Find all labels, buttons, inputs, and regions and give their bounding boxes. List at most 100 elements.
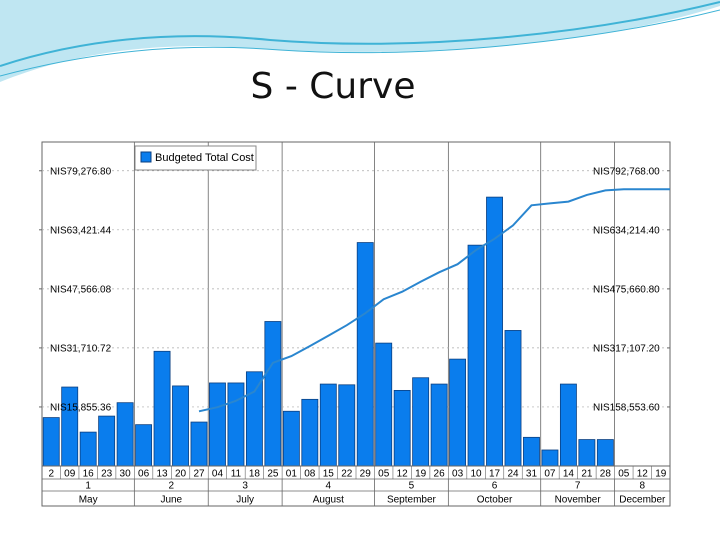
week-tick-label: 23 [101, 469, 113, 480]
week-tick-label: 31 [526, 469, 538, 480]
week-tick-label: 20 [175, 469, 187, 480]
period-label: 4 [326, 481, 332, 492]
week-tick-label: 29 [360, 469, 372, 480]
week-tick-label: 22 [341, 469, 353, 480]
bar [578, 439, 596, 467]
week-tick-label: 30 [120, 469, 132, 480]
bar [42, 417, 60, 467]
period-label: 6 [492, 481, 498, 492]
y-right-tick-label: NIS792,768.00 [593, 166, 660, 177]
week-tick-label: 09 [64, 469, 76, 480]
wave-line [0, 9, 720, 77]
bar [98, 415, 116, 467]
week-tick-label: 07 [544, 469, 556, 480]
bar [319, 383, 337, 467]
week-tick-label: 27 [193, 469, 205, 480]
week-tick-label: 21 [581, 469, 593, 480]
bar [79, 431, 97, 467]
week-tick-label: 24 [507, 469, 519, 480]
wave-light [0, 0, 720, 82]
period-label: 2 [169, 481, 175, 492]
month-label: October [477, 495, 513, 506]
bar [61, 386, 79, 467]
week-tick-label: 05 [618, 469, 630, 480]
week-tick-label: 04 [212, 469, 224, 480]
week-tick-label: 16 [83, 469, 95, 480]
y-right-tick-label: NIS158,553.60 [593, 402, 660, 413]
month-label: May [79, 495, 98, 506]
bar [245, 371, 263, 467]
bar [338, 384, 356, 467]
bar [541, 449, 559, 467]
legend-swatch [140, 151, 152, 163]
bar [356, 242, 374, 467]
week-tick-label: 18 [249, 469, 261, 480]
week-tick-label: 12 [397, 469, 409, 480]
month-label: June [160, 495, 182, 506]
bar [116, 402, 134, 467]
bar [559, 383, 577, 467]
y-left-tick-label: NIS63,421.44 [50, 225, 112, 236]
week-tick-label: 05 [378, 469, 390, 480]
bar [282, 410, 300, 467]
week-tick-label: 2 [48, 469, 54, 480]
bar [227, 382, 245, 467]
bar [375, 342, 393, 467]
cumulative-line-path [198, 188, 670, 413]
bar [596, 439, 614, 467]
y-right-tick-label: NIS475,660.80 [593, 284, 660, 295]
bar [523, 436, 540, 467]
bar [430, 383, 448, 467]
y-left-tick-label: NIS15,855.36 [50, 402, 112, 413]
period-label: 5 [409, 481, 415, 492]
bar [301, 398, 319, 467]
y-axes: NIS15,855.36 NIS31,710.72 NIS47,566.08 NIS6… [39, 166, 670, 413]
bar [153, 350, 171, 467]
y-right-tick-label: NIS634,214.40 [593, 225, 660, 236]
y-left-tick-label: NIS79,276.80 [50, 166, 112, 177]
decorative-wave [0, 0, 720, 82]
bar [172, 385, 189, 467]
week-tick-label: 26 [434, 469, 446, 480]
week-tick-label: 10 [470, 469, 482, 480]
week-tick-label: 19 [415, 469, 427, 480]
week-tick-label: 28 [600, 469, 612, 480]
period-label: 7 [575, 481, 581, 492]
week-tick-label: 03 [452, 469, 464, 480]
legend-label: Budgeted Total Cost [155, 152, 254, 164]
week-tick-label: 25 [267, 469, 279, 480]
y-left-tick-label: NIS31,710.72 [50, 343, 112, 354]
bar [486, 196, 503, 467]
wave-line [0, 1, 720, 67]
y-left-tick-label: NIS47,566.08 [50, 284, 112, 295]
week-tick-label: 12 [637, 469, 649, 480]
legend: Budgeted Total Cost [134, 145, 257, 171]
month-label: November [555, 495, 602, 506]
month-label: August [313, 495, 344, 506]
week-tick-label: 15 [323, 469, 335, 480]
bar [449, 358, 467, 467]
month-label: July [236, 495, 254, 506]
x-axis: 2 09 16 23 30 06 13 20 27 04 11 18 25 01 08 15 22 29 05 12 1… [41, 465, 671, 507]
y-right-tick-label: NIS317,107.20 [593, 343, 660, 354]
gridlines [42, 142, 670, 466]
period-label: 3 [242, 481, 248, 492]
bar [412, 377, 430, 467]
week-tick-label: 06 [138, 469, 150, 480]
bar [393, 389, 411, 467]
legend-box [134, 145, 257, 171]
page-title: S - Curve [250, 66, 416, 107]
month-label: December [619, 495, 666, 506]
cumulative-line [198, 188, 670, 413]
bar [504, 330, 522, 467]
bar [190, 421, 208, 467]
week-tick-label: 13 [156, 469, 168, 480]
week-tick-label: 08 [304, 469, 316, 480]
week-tick-label: 11 [231, 469, 242, 480]
week-tick-label: 14 [563, 469, 575, 480]
week-tick-label: 01 [286, 469, 298, 480]
period-label: 1 [85, 481, 91, 492]
bar [467, 244, 485, 467]
week-tick-label: 19 [655, 469, 667, 480]
